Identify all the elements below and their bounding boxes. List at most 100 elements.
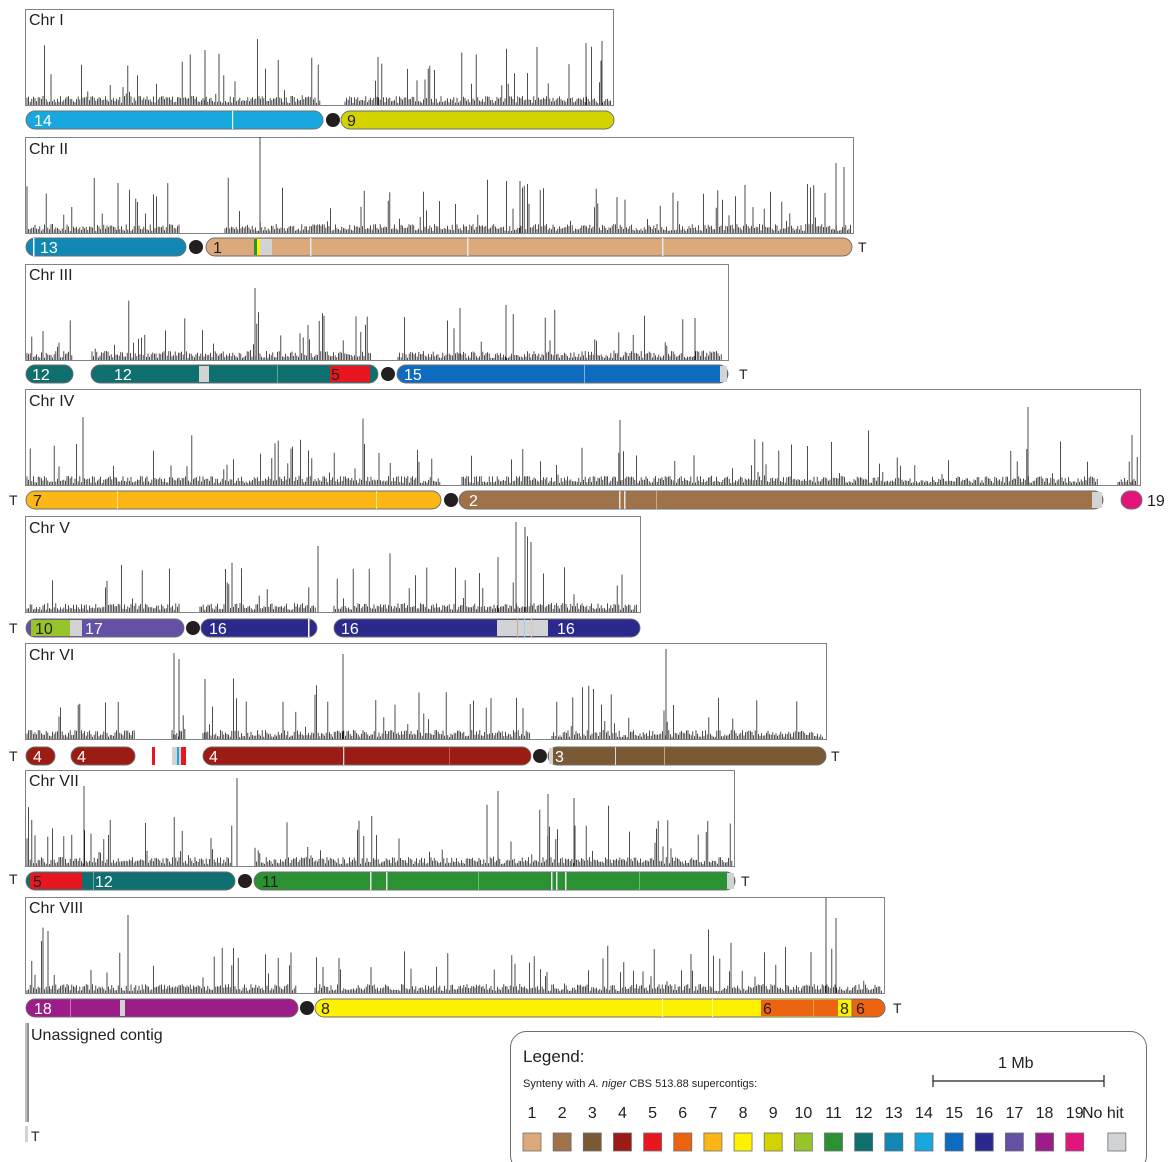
legend-label-15: 15 [945,1105,963,1122]
breakpoint-line [449,747,450,765]
legend-label-5: 5 [648,1105,657,1122]
legend-label-6: 6 [678,1105,687,1122]
segment-5 [330,366,370,382]
legend-swatch-5 [643,1132,662,1152]
legend-label-no-hit: No hit [1082,1105,1124,1122]
segment-6 [761,1000,838,1016]
no-hit-fragment [70,620,82,636]
centromere [238,874,252,888]
breakpoint-line [531,619,532,637]
breakpoint-line [308,619,310,637]
telomere-marker: T [741,873,750,889]
histogram-frame [25,516,641,613]
no-hit-fragment [120,1000,125,1016]
telomere-marker: T [858,239,867,255]
legend-swatch-8 [733,1132,753,1152]
breakpoint-line [619,491,621,509]
segment-label: 12 [95,874,113,891]
segment-label: 6 [763,1001,772,1018]
legend-swatch-2 [552,1132,572,1152]
legend-swatch-4 [613,1132,632,1152]
breakpoint-line [565,872,567,890]
scale-bar-label: 1 Mb [998,1055,1034,1072]
segment-label: 12 [114,367,132,384]
legend-swatch-12 [854,1132,874,1152]
telomere-marker: T [9,748,18,764]
segment-label: 16 [209,621,227,638]
histogram-frame [25,264,729,361]
chromosome-title: Chr I [29,12,64,29]
segment-16 [333,618,641,638]
segment-9 [340,110,615,130]
telomere-marker: T [9,620,18,636]
segment-label: 2 [469,493,478,510]
segment-7 [25,490,442,510]
breakpoint-line [376,491,377,509]
legend-subtitle-prefix: Synteny with [523,1078,588,1090]
segment-4 [25,746,56,766]
segment-label: 17 [85,621,103,638]
breakpoint-line [310,238,312,256]
no-hit-fragment [549,748,553,764]
breakpoint-line [584,365,585,383]
segment-2 [458,490,1104,510]
legend-swatch-16 [974,1132,994,1152]
centromere [381,367,395,381]
legend-swatch-10 [793,1132,813,1152]
segment-label: 3 [555,749,564,766]
legend-label-19: 19 [1066,1105,1084,1122]
segment-label: 4 [209,749,218,766]
legend-label-2: 2 [558,1105,567,1122]
breakpoint-line [556,872,558,890]
breakpoint-line [343,747,345,765]
chromosome-title: Chr II [29,141,68,158]
segment-4 [202,746,532,766]
chromosome-title: Chr VII [29,773,79,790]
legend-label-4: 4 [618,1105,627,1122]
coverage-histogram [26,778,733,866]
legend-swatch-15 [944,1132,964,1152]
histogram-frame [25,770,735,867]
legend-label-18: 18 [1036,1105,1054,1122]
breakpoint-line [232,111,234,129]
legend-swatch-7 [703,1132,723,1152]
legend-swatch-9 [763,1132,783,1152]
segment-6 [851,998,886,1018]
segment-12 [90,364,379,384]
legend-label-10: 10 [794,1105,812,1122]
legend-swatch-18 [1035,1132,1054,1152]
no-hit-fragment [199,366,209,382]
legend-label-8: 8 [739,1105,748,1122]
legend-swatch-13 [884,1132,904,1152]
breakpoint-line [70,999,71,1017]
segment-label: 12 [32,367,50,384]
breakpoint-line [656,491,657,509]
segment-14 [25,110,324,130]
segment-11-fragment [254,239,257,255]
breakpoint-line [712,999,713,1017]
centromere [300,1001,314,1015]
legend-subtitle-suffix: CBS 513.88 supercontigs: [626,1078,757,1090]
chromosome-chr-3: Chr III 12 12 5 15 T [25,264,748,384]
segment-label: 15 [404,367,422,384]
breakpoint-line [624,491,626,509]
segment-label: 11 [262,874,279,891]
segment-8 [838,1000,852,1016]
legend-swatch-19 [1065,1132,1085,1152]
telomere-marker: T [9,871,18,887]
legend-swatch-3 [582,1132,602,1152]
legend-swatch-11 [824,1132,843,1152]
telomere-marker: T [9,492,18,508]
telomere-marker: T [893,1000,902,1016]
centromere [186,621,200,635]
histogram-frame [25,643,827,740]
no-hit-fragment [25,1126,28,1142]
segment-19 [1120,490,1143,510]
segment-14-fragment [177,747,179,765]
breakpoint-line [662,999,663,1017]
legend-label-14: 14 [915,1105,933,1122]
chromosome-title: Chr VI [29,647,74,664]
